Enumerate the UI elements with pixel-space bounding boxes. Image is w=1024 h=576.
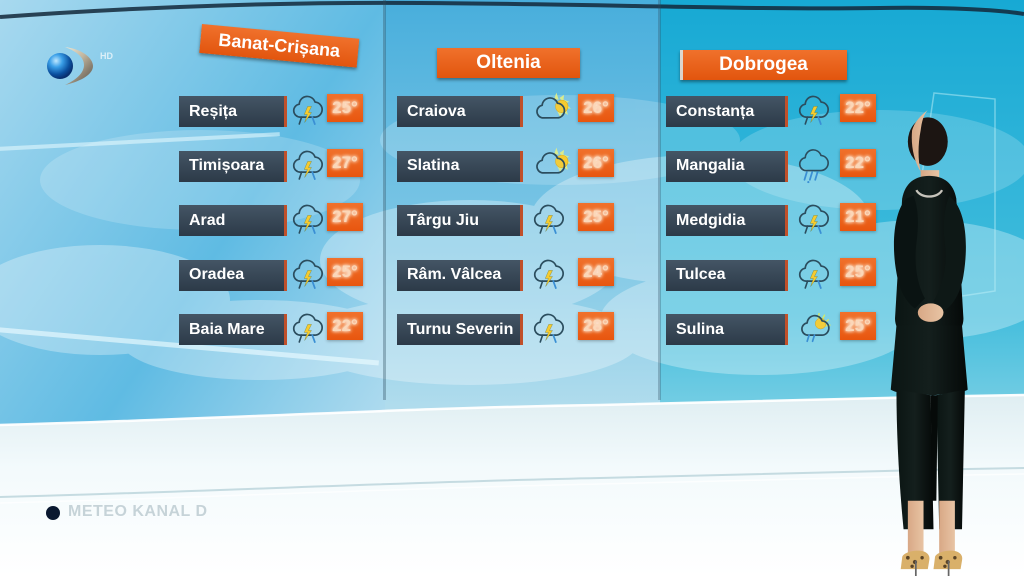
svg-text:HD: HD [100, 51, 113, 61]
